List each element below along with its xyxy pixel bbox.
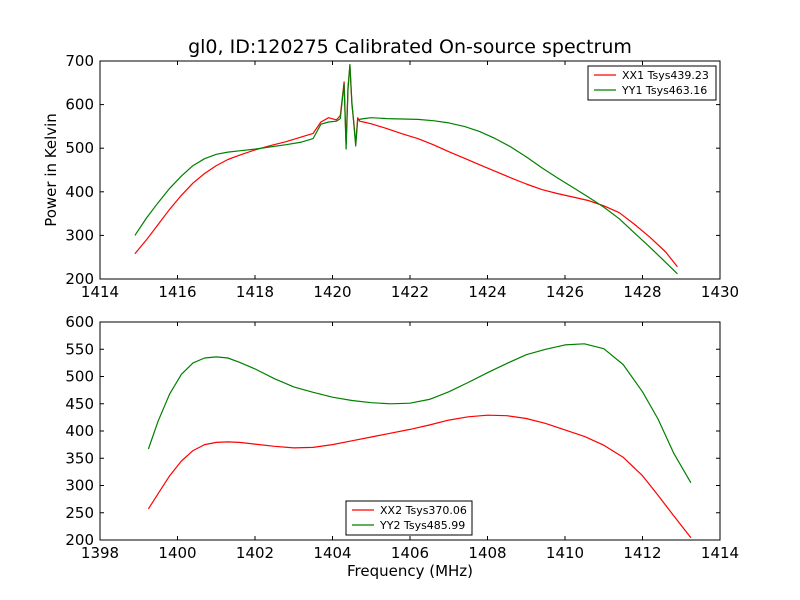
legend-box [587, 65, 717, 101]
bottom-chart: 1398 1400 1402 1404 1406 1408 1410 1412 1414 200 2… [65, 313, 739, 580]
y-tick-label: 300 [65, 477, 94, 495]
x-axis-label: Frequency (MHz) [347, 562, 473, 580]
y-tick-label: 550 [65, 340, 94, 358]
y-tick-label: 500 [65, 368, 94, 386]
x-tick-label: 1424 [468, 283, 506, 301]
x-tick-label: 1426 [546, 283, 584, 301]
legend-label-1: XX2 Tsys370.06 [380, 504, 467, 517]
y-tick-label: 350 [65, 449, 94, 467]
series-line-1 [147, 414, 692, 539]
series-line-2 [134, 63, 678, 275]
legend-label-2: YY2 Tsys485.99 [379, 519, 465, 532]
y-axis-label: Power in Kelvin [42, 113, 60, 227]
y-tick-label: 700 [65, 52, 94, 70]
y-tick-label: 600 [65, 96, 94, 114]
y-tick-label: 200 [65, 270, 94, 288]
y-tick-label: 450 [65, 395, 94, 413]
y-tick-label: 250 [65, 504, 94, 522]
x-tick-label: 1414 [701, 544, 739, 562]
legend-label-1: XX1 Tsys439.23 [622, 69, 709, 82]
x-tick-label: 1422 [391, 283, 429, 301]
x-tick-label: 1404 [313, 544, 351, 562]
x-tick-label: 1430 [701, 283, 739, 301]
legend-label-2: YY1 Tsys463.16 [621, 84, 707, 97]
x-tick-label: 1400 [158, 544, 196, 562]
series-line-2 [147, 343, 692, 484]
y-tick-label: 500 [65, 139, 94, 157]
y-tick-label: 300 [65, 226, 94, 244]
legend-box [345, 500, 473, 536]
x-tick-label: 1410 [546, 544, 584, 562]
x-tick-label: 1420 [313, 283, 351, 301]
x-tick-label: 1406 [391, 544, 429, 562]
y-tick-label: 200 [65, 531, 94, 549]
x-tick-label: 1414 [81, 283, 119, 301]
y-tick-label: 400 [65, 183, 94, 201]
x-tick-label: 1408 [468, 544, 506, 562]
x-tick-label: 1402 [236, 544, 274, 562]
chart-title: gl0, ID:120275 Calibrated On-source spec… [188, 36, 632, 58]
y-tick-label: 600 [65, 313, 94, 331]
x-tick-label: 1412 [623, 544, 661, 562]
x-tick-label: 1398 [81, 544, 119, 562]
top-chart: 1414 1416 1418 1420 1422 1424 1426 1428 1430 200 3… [42, 52, 739, 301]
x-tick-label: 1428 [623, 283, 661, 301]
x-tick-label: 1416 [158, 283, 196, 301]
y-tick-label: 400 [65, 422, 94, 440]
legend: XX1 Tsys439.23 YY1 Tsys463.16 [587, 65, 717, 101]
x-tick-label: 1418 [236, 283, 274, 301]
legend: XX2 Tsys370.06 YY2 Tsys485.99 [345, 500, 473, 536]
